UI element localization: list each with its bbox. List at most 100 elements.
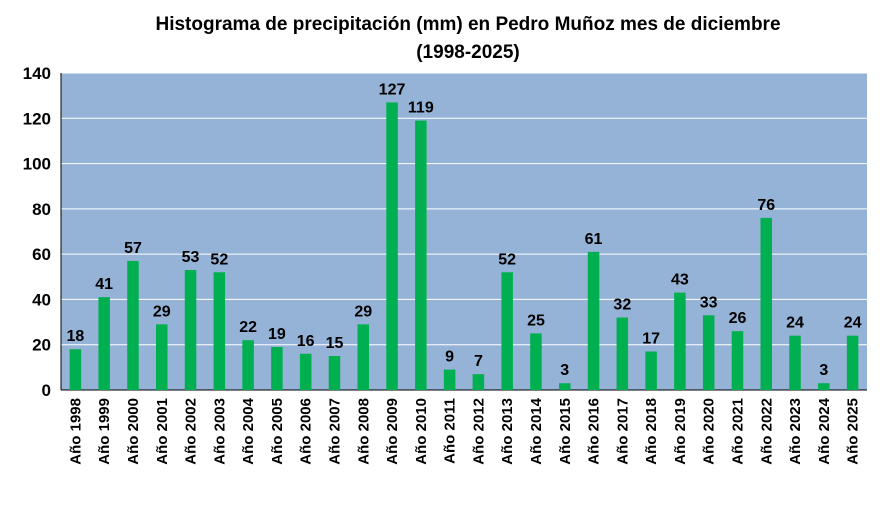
bar <box>702 315 715 390</box>
data-label: 29 <box>153 303 171 320</box>
x-tick-label: Año 2012 <box>470 398 487 465</box>
bar <box>645 351 657 390</box>
bar <box>731 331 744 390</box>
data-label: 22 <box>239 319 257 336</box>
data-label: 25 <box>527 312 545 329</box>
bar <box>501 272 513 390</box>
bar <box>213 272 226 390</box>
x-tick-label: Año 2005 <box>269 398 286 465</box>
plot-area <box>61 73 867 390</box>
x-tick-label: Año 2000 <box>125 398 142 465</box>
data-label: 57 <box>124 240 142 257</box>
x-tick-label: Año 2018 <box>643 398 660 465</box>
x-axis: Año 1998 Año 1999 Año 2000 Año 2001 Año 2002… <box>67 397 861 464</box>
chart-subtitle: (1998-2025) <box>416 42 520 63</box>
data-label: 3 <box>819 362 828 379</box>
x-tick-label: Año 2008 <box>355 398 372 465</box>
bar <box>846 335 859 390</box>
data-label: 61 <box>585 231 603 248</box>
y-tick-label: 60 <box>32 245 51 264</box>
data-label: 16 <box>297 333 315 350</box>
x-tick-label: Año 2003 <box>211 398 228 465</box>
bars <box>69 102 859 391</box>
x-tick-label: Año 1999 <box>96 398 113 465</box>
data-label: 9 <box>445 349 454 366</box>
data-label: 119 <box>408 100 434 117</box>
data-label: 53 <box>182 249 200 266</box>
data-label: 17 <box>642 331 660 348</box>
bar <box>415 120 427 391</box>
bar <box>328 356 341 390</box>
bar <box>674 292 686 390</box>
data-label: 76 <box>757 197 775 214</box>
chart-title: Histograma de precipitación (mm) en Pedr… <box>155 14 780 35</box>
x-tick-label: Año 2022 <box>758 398 775 465</box>
x-tick-label: Año 2014 <box>528 397 545 464</box>
bar <box>616 317 629 390</box>
data-label: 18 <box>66 328 84 345</box>
y-tick-label: 140 <box>23 64 51 83</box>
x-tick-label: Año 2024 <box>816 397 833 464</box>
bar <box>156 324 168 390</box>
x-tick-label: Año 2023 <box>787 398 804 465</box>
x-tick-label: Año 2006 <box>298 398 315 465</box>
bar <box>357 324 369 390</box>
x-tick-label: Año 2020 <box>701 398 718 465</box>
x-tick-label: Año 2021 <box>729 398 746 465</box>
data-label: 127 <box>379 81 406 98</box>
x-tick-label: Año 2009 <box>384 398 401 465</box>
data-label: 15 <box>326 335 344 352</box>
data-label: 41 <box>95 276 113 293</box>
y-axis: 0 20 40 60 80 100 120 140 <box>23 64 867 400</box>
data-label: 32 <box>613 297 631 314</box>
x-tick-label: Año 2017 <box>614 398 631 465</box>
y-tick-label: 120 <box>23 109 51 128</box>
data-label: 3 <box>560 362 569 379</box>
bar <box>530 333 542 390</box>
bar <box>299 353 312 390</box>
y-tick-label: 100 <box>23 155 51 174</box>
x-tick-label: Año 2015 <box>557 398 574 465</box>
x-tick-label: Año 2019 <box>672 398 689 465</box>
x-tick-label: Año 2010 <box>413 398 430 465</box>
data-label: 24 <box>786 315 804 332</box>
bar <box>587 251 600 390</box>
x-tick-label: Año 2002 <box>183 398 200 465</box>
bar <box>184 269 197 390</box>
x-tick-label: Año 2013 <box>499 398 516 465</box>
x-tick-label: Año 2007 <box>326 398 343 465</box>
bar <box>818 383 830 390</box>
data-label: 24 <box>844 315 862 332</box>
data-label: 52 <box>498 251 516 268</box>
bar <box>443 369 456 390</box>
data-label: 26 <box>729 310 747 327</box>
y-tick-label: 40 <box>32 290 51 309</box>
x-tick-label: Año 2011 <box>442 398 459 464</box>
data-label: 29 <box>354 303 372 320</box>
bar <box>271 346 283 390</box>
x-tick-label: Año 2016 <box>586 398 603 465</box>
y-tick-label: 0 <box>42 381 51 400</box>
x-tick-label: Año 2004 <box>240 397 257 464</box>
x-tick-label: Año 2025 <box>845 398 862 465</box>
data-label: 7 <box>474 353 483 370</box>
y-tick-label: 20 <box>32 336 51 355</box>
bar <box>242 340 254 390</box>
data-label: 52 <box>210 251 228 268</box>
bar <box>127 260 139 390</box>
bar <box>472 374 485 390</box>
data-label: 43 <box>671 272 689 289</box>
bar <box>386 102 398 390</box>
y-tick-label: 80 <box>32 200 51 219</box>
bar <box>760 217 772 390</box>
bar <box>98 297 110 390</box>
data-label: 33 <box>700 294 718 311</box>
bar <box>789 335 801 390</box>
x-tick-label: Año 1998 <box>67 398 84 465</box>
bar <box>69 349 82 390</box>
x-tick-label: Año 2001 <box>154 398 171 465</box>
data-label: 19 <box>268 326 286 343</box>
bar <box>559 383 571 390</box>
